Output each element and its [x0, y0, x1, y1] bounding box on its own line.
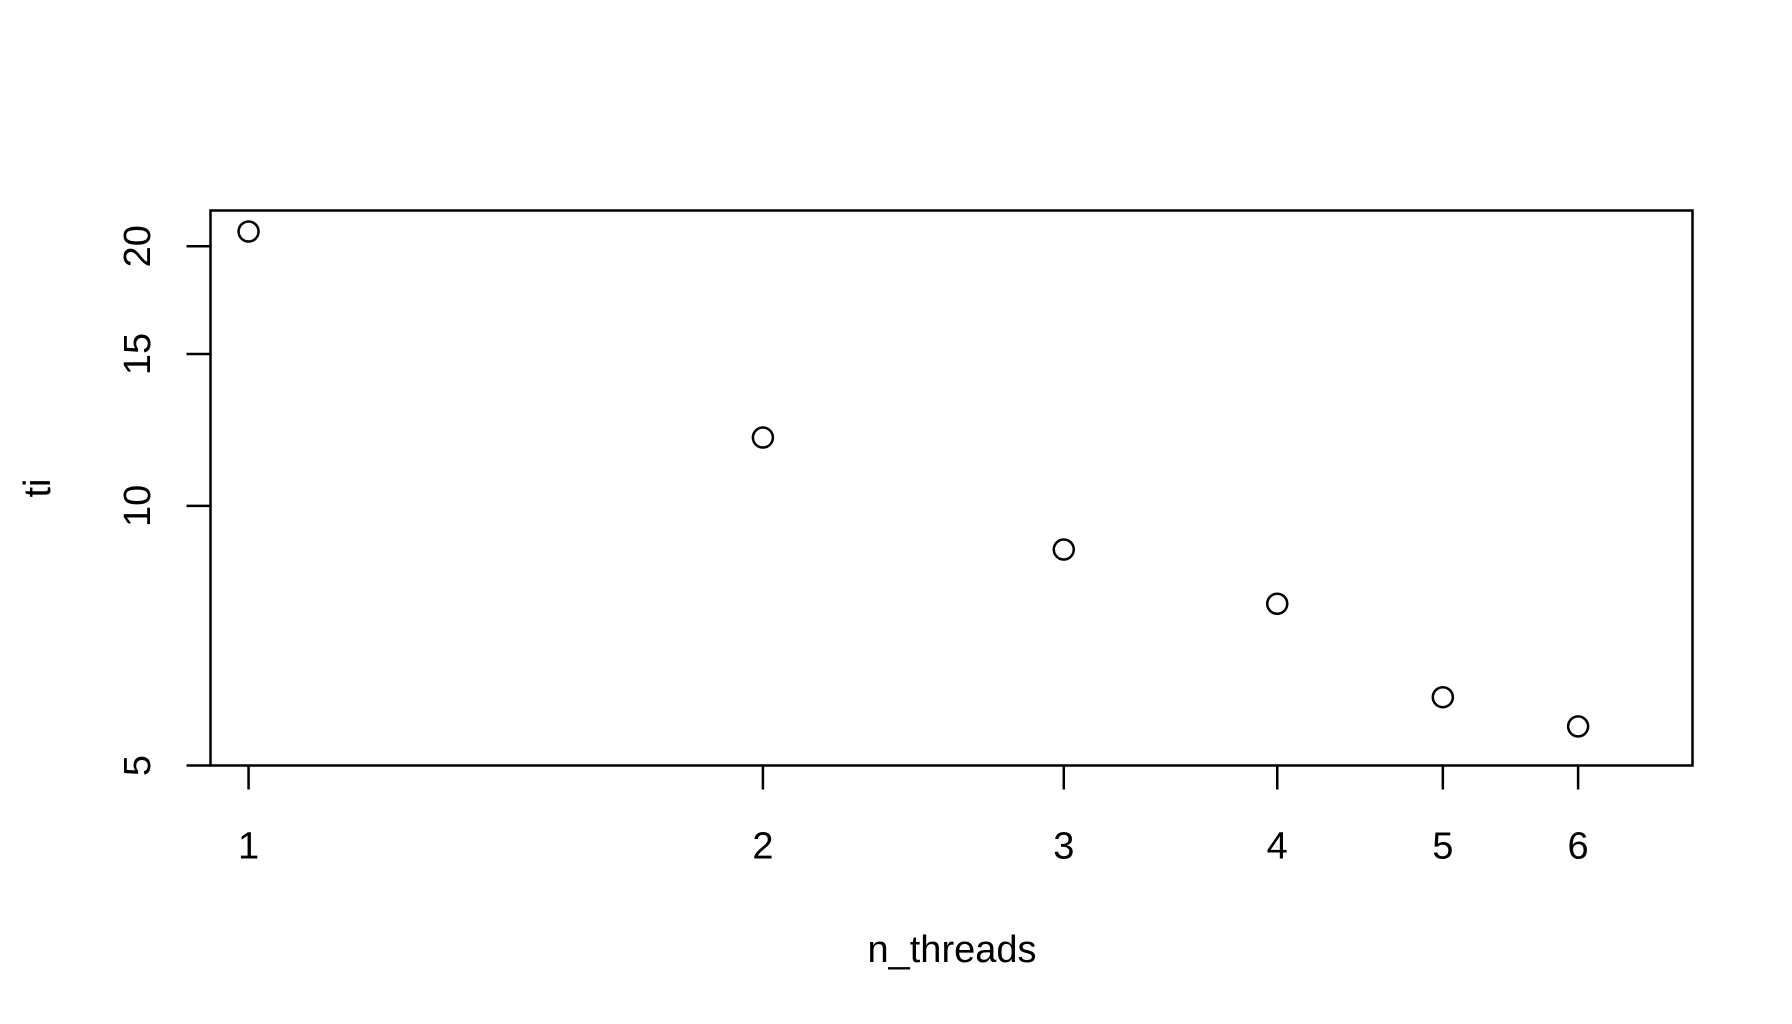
- data-point: [751, 426, 775, 449]
- y-tick-label: 10: [117, 485, 159, 527]
- data-point: [1265, 592, 1289, 616]
- plot-frame: [209, 209, 1694, 767]
- x-axis-label: n_threads: [867, 929, 1036, 971]
- x-axis: 1 2 3 4 5 6: [238, 765, 1589, 868]
- y-axis-label: ti: [17, 479, 59, 498]
- x-tick-label: 2: [752, 826, 773, 868]
- y-tick-label: 5: [117, 755, 159, 776]
- data-point: [1052, 538, 1076, 561]
- x-tick-label: 1: [238, 826, 259, 868]
- y-axis: 5 10 15 20: [117, 225, 211, 776]
- x-tick-label: 5: [1432, 826, 1453, 868]
- data-points: [237, 220, 1590, 738]
- data-point: [237, 220, 260, 243]
- y-tick-label: 15: [117, 333, 159, 375]
- data-point: [1566, 715, 1590, 738]
- y-tick-label: 20: [117, 225, 159, 267]
- x-tick-label: 3: [1053, 826, 1074, 868]
- data-point: [1431, 685, 1455, 709]
- x-tick-label: 4: [1267, 826, 1288, 868]
- x-tick-label: 6: [1568, 826, 1589, 868]
